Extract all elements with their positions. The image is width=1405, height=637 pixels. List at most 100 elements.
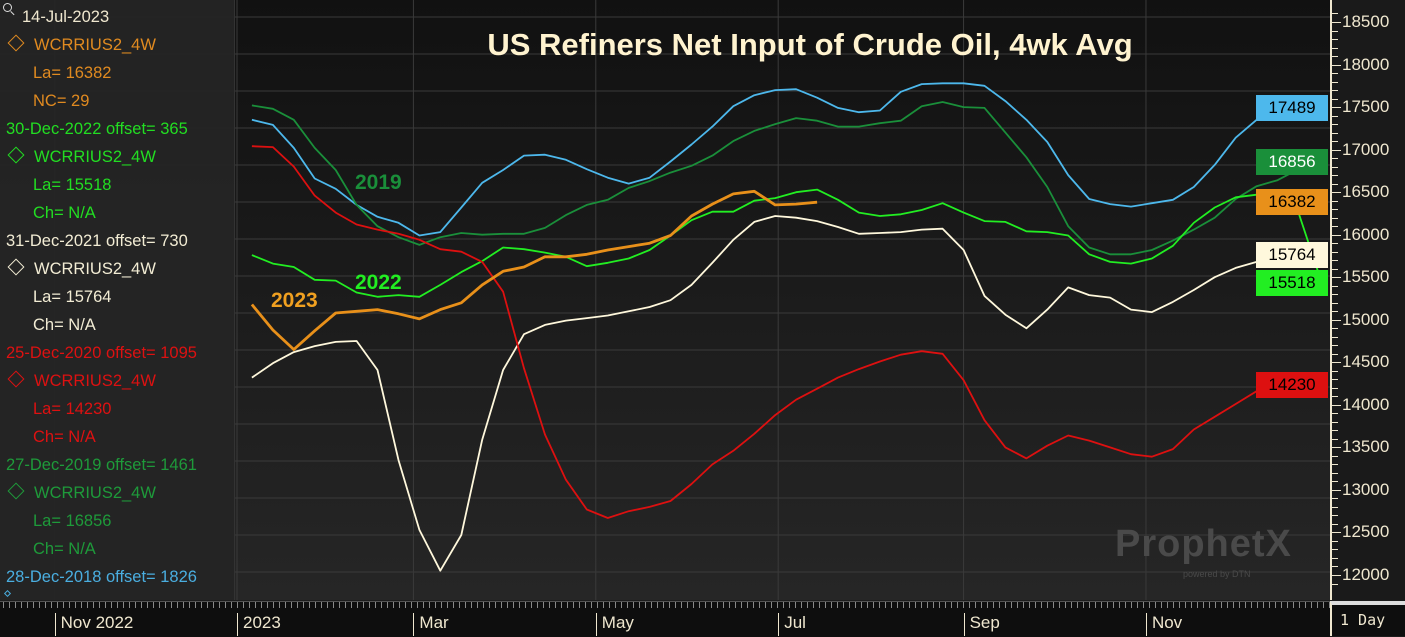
x-axis-minor-tick [1005,602,1006,608]
x-axis-minor-tick [999,602,1000,608]
x-axis-minor-tick [435,602,436,608]
y-tick-label: 17000 [1342,139,1390,159]
y-tick-label: 16500 [1342,182,1390,202]
x-axis-minor-tick [993,602,994,608]
x-axis-minor-tick [1317,602,1318,608]
y-axis-minor-tick [1332,387,1338,389]
y-axis-major-tick [1332,277,1341,279]
magnifier-icon[interactable] [3,3,12,12]
x-axis-minor-tick [51,602,52,608]
x-axis-minor-tick [339,602,340,608]
x-axis-minor-tick [423,602,424,608]
legend-header-2018: 28-Dec-2018 offset= 1826 [6,568,197,586]
y-axis-minor-tick [1332,260,1338,262]
y-axis-minor-tick [1332,583,1338,585]
x-axis-minor-tick [1149,602,1150,608]
x-axis-minor-tick [747,602,748,608]
x-axis-minor-tick [1053,602,1054,608]
x-axis-minor-tick [519,602,520,608]
x-axis-minor-tick [123,602,124,608]
y-axis-minor-tick [1332,124,1338,126]
x-axis-minor-tick [297,602,298,608]
interval-selector[interactable]: 1 Day [1330,601,1405,636]
x-axis-minor-tick [939,602,940,608]
x-axis-minor-tick [1197,602,1198,608]
legend-symbol-current[interactable]: WCRRIUS2_4W [6,34,156,55]
x-axis-minor-tick [1059,602,1060,608]
x-axis-minor-tick [711,602,712,608]
y-axis-minor-tick [1332,498,1338,500]
x-axis-minor-tick [1287,602,1288,608]
x-axis-minor-tick [405,602,406,608]
x-axis-minor-tick [651,602,652,608]
series-label-2023: 2023 [271,289,318,312]
x-axis-minor-tick [69,602,70,608]
x-axis-minor-tick [663,602,664,608]
x-axis-minor-tick [45,602,46,608]
legend-change-2021: Ch= N/A [33,316,96,334]
series-line-2023 [250,189,818,351]
y-axis-minor-tick [1332,90,1338,92]
y-axis-minor-tick [1332,566,1338,568]
y-tick-label: 16000 [1342,224,1390,244]
y-axis-minor-tick [1332,217,1338,219]
x-axis-minor-tick [39,602,40,608]
x-axis-minor-tick [639,602,640,608]
y-axis-minor-tick [1332,175,1338,177]
legend-change-2022: Ch= N/A [33,204,96,222]
x-axis-minor-tick [315,602,316,608]
series-line-2018 [251,82,1320,237]
x-axis-minor-tick [1263,602,1264,608]
x-axis-minor-tick [495,602,496,608]
x-tick-label: Jul [778,613,806,636]
legend-symbol-2019[interactable]: WCRRIUS2_4W [6,482,156,503]
y-tick-label: 14500 [1342,352,1390,372]
x-axis-minor-tick [795,602,796,608]
x-axis-minor-tick [783,602,784,608]
y-axis-minor-tick [1332,481,1338,483]
x-axis-minor-tick [969,602,970,608]
y-tick-label: 13000 [1342,479,1390,499]
x-axis-minor-tick [873,602,874,608]
x-axis-minor-tick [735,602,736,608]
y-axis-minor-tick [1332,251,1338,253]
legend-symbol-2020[interactable]: WCRRIUS2_4W [6,370,156,391]
x-tick-label: Nov 2022 [54,613,133,636]
x-axis-minor-tick [603,602,604,608]
x-axis-minor-tick [273,602,274,608]
y-axis[interactable] [1330,0,1405,600]
y-tick-label: 14000 [1342,394,1390,414]
x-axis-minor-tick [489,602,490,608]
x-axis-minor-tick [831,602,832,608]
x-axis-minor-tick [927,602,928,608]
x-axis-minor-tick [15,602,16,608]
x-axis-bar[interactable] [0,601,1330,637]
last-value-box-2023: 16382 [1256,189,1328,216]
x-axis-minor-tick [477,602,478,608]
legend-panel: 14-Jul-2023 WCRRIUS2_4W La= 16382 NC= 29… [0,0,235,600]
x-axis-minor-tick [441,602,442,608]
x-axis-minor-tick [363,602,364,608]
x-axis-minor-tick [1227,602,1228,608]
x-axis-minor-tick [1293,602,1294,608]
x-axis-minor-tick [717,602,718,608]
x-axis-minor-tick [975,602,976,608]
x-axis-minor-tick [177,602,178,608]
y-axis-minor-tick [1332,523,1338,525]
x-axis-minor-tick [597,602,598,608]
last-value-box-2022: 15518 [1256,269,1328,296]
y-axis-minor-tick [1332,345,1338,347]
legend-header-2021: 31-Dec-2021 offset= 730 [6,232,188,250]
x-axis-minor-tick [879,602,880,608]
x-axis-minor-tick [1329,602,1330,608]
x-axis-minor-tick [705,602,706,608]
x-axis-minor-tick [933,602,934,608]
x-axis-minor-tick [1113,602,1114,608]
legend-symbol-2021[interactable]: WCRRIUS2_4W [6,258,156,279]
x-axis-minor-tick [459,602,460,608]
x-axis-minor-tick [291,602,292,608]
y-axis-minor-tick [1332,226,1338,228]
x-axis-minor-tick [117,602,118,608]
y-tick-label: 18000 [1342,54,1390,74]
legend-symbol-2022[interactable]: WCRRIUS2_4W [6,146,156,167]
